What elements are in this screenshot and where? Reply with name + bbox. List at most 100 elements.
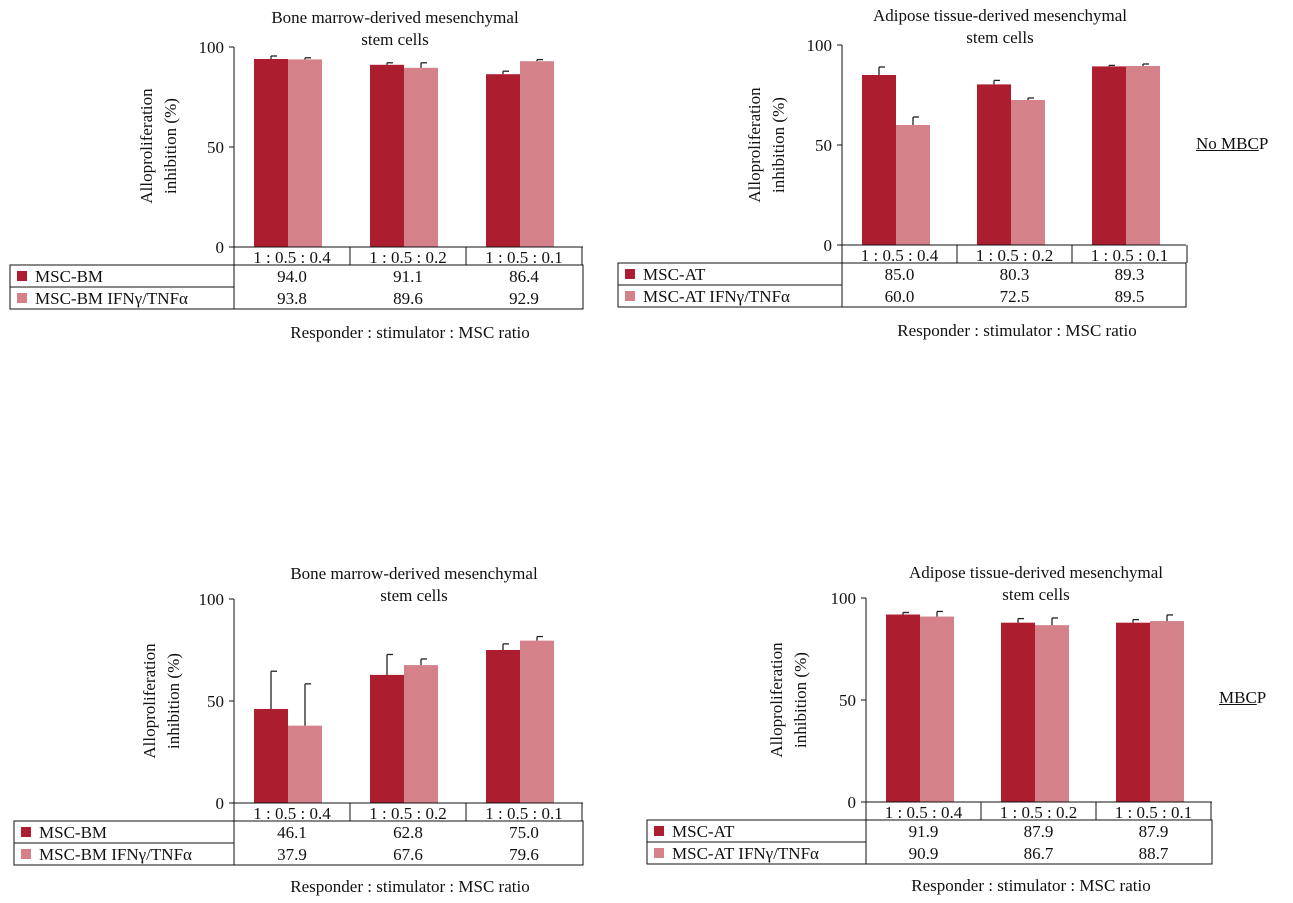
- bar: [1035, 625, 1069, 802]
- chart-panel-4: Adipose tissue-derived mesenchymal stem c…: [646, 563, 1213, 895]
- bar: [486, 650, 520, 803]
- data-label: 46.1: [277, 823, 307, 842]
- y-tick-label: 50: [207, 138, 224, 157]
- bar: [370, 674, 404, 803]
- bar: [254, 708, 288, 803]
- chart-title: stem cells: [1002, 585, 1070, 604]
- chart-panel-2: Adipose tissue-derived mesenchymal stem c…: [617, 6, 1188, 340]
- legend-swatch: [625, 269, 635, 279]
- bar: [1150, 621, 1184, 802]
- condition-label-mbcp: MBCP: [1219, 688, 1266, 708]
- bar: [896, 125, 930, 245]
- x-tick-label: 1 : 0.5 : 0.4: [885, 803, 963, 822]
- legend-label: MSC-AT: [672, 822, 735, 841]
- legend-swatch: [625, 291, 635, 301]
- legend-label: MSC-AT IFNγ/TNFα: [672, 844, 819, 863]
- x-tick-label: 1 : 0.5 : 0.1: [1115, 803, 1192, 822]
- data-label: 72.5: [1000, 287, 1030, 306]
- x-axis-label: Responder : stimulator : MSC ratio: [290, 877, 529, 896]
- legend-label: MSC-BM: [39, 823, 107, 842]
- y-axis-label: inhibition (%): [161, 98, 180, 194]
- y-tick-label: 50: [207, 692, 224, 711]
- bar: [404, 67, 438, 247]
- condition-label-rest: P: [1256, 688, 1267, 707]
- y-axis-label: Alloproliferation: [137, 88, 156, 204]
- chart-title: stem cells: [361, 30, 429, 49]
- x-axis-label: Responder : stimulator : MSC ratio: [897, 321, 1136, 340]
- data-label: 94.0: [277, 267, 307, 286]
- data-label: 79.6: [509, 845, 539, 864]
- x-tick-label: 1 : 0.5 : 0.4: [253, 804, 331, 823]
- chart-title: Adipose tissue-derived mesenchymal: [873, 6, 1127, 25]
- data-label: 87.9: [1024, 822, 1054, 841]
- data-label: 80.3: [1000, 265, 1030, 284]
- data-label: 89.3: [1115, 265, 1145, 284]
- data-label: 92.9: [509, 289, 539, 308]
- bar: [404, 665, 438, 803]
- y-axis-label: Alloproliferation: [745, 87, 764, 203]
- y-tick-label: 100: [199, 590, 225, 609]
- legend-swatch: [654, 826, 664, 836]
- legend-swatch: [17, 293, 27, 303]
- y-tick-label: 0: [216, 794, 225, 813]
- data-label: 91.1: [393, 267, 423, 286]
- x-tick-label: 1 : 0.5 : 0.2: [1000, 803, 1077, 822]
- chart-title: Bone marrow-derived mesenchymal: [271, 8, 519, 27]
- y-axis-label: inhibition (%): [164, 653, 183, 749]
- data-label: 67.6: [393, 845, 423, 864]
- y-axis-label: inhibition (%): [791, 652, 810, 748]
- x-tick-label: 1 : 0.5 : 0.2: [369, 248, 446, 267]
- y-tick-label: 0: [216, 238, 225, 257]
- bar: [520, 61, 554, 248]
- chart-title: stem cells: [380, 586, 448, 605]
- bar: [288, 725, 322, 803]
- chart-title: stem cells: [966, 28, 1034, 47]
- bar: [520, 640, 554, 803]
- x-tick-label: 1 : 0.5 : 0.4: [253, 248, 331, 267]
- x-tick-label: 1 : 0.5 : 0.4: [861, 246, 939, 265]
- legend-label: MSC-AT: [643, 265, 706, 284]
- bar: [1126, 66, 1160, 245]
- bar: [886, 614, 920, 802]
- legend-swatch: [21, 827, 31, 837]
- bar: [254, 59, 288, 247]
- legend-swatch: [21, 849, 31, 859]
- x-tick-label: 1 : 0.5 : 0.1: [485, 804, 562, 823]
- data-label: 91.9: [909, 822, 939, 841]
- data-label: 86.4: [509, 267, 539, 286]
- data-label: 60.0: [885, 287, 915, 306]
- condition-label-no-mbcp: No MBCP: [1196, 134, 1268, 154]
- bar: [288, 59, 322, 248]
- chart-title: Adipose tissue-derived mesenchymal: [909, 563, 1163, 582]
- x-tick-label: 1 : 0.5 : 0.2: [976, 246, 1053, 265]
- y-tick-label: 100: [831, 589, 857, 608]
- y-axis-label: inhibition (%): [769, 97, 788, 193]
- data-label: 86.7: [1024, 844, 1054, 863]
- legend-label: MSC-BM: [35, 267, 103, 286]
- condition-label-rest: P: [1258, 134, 1269, 153]
- data-label: 89.5: [1115, 287, 1145, 306]
- bar: [486, 74, 520, 247]
- bar: [1001, 622, 1035, 802]
- condition-label-underlined: No MBC: [1196, 134, 1259, 153]
- chart-title: Bone marrow-derived mesenchymal: [290, 564, 538, 583]
- data-label: 87.9: [1139, 822, 1169, 841]
- y-tick-label: 0: [848, 793, 857, 812]
- data-label: 93.8: [277, 289, 307, 308]
- data-label: 62.8: [393, 823, 423, 842]
- data-label: 90.9: [909, 844, 939, 863]
- legend-swatch: [17, 271, 27, 281]
- y-tick-label: 50: [839, 691, 856, 710]
- bar: [920, 616, 954, 802]
- y-tick-label: 100: [807, 36, 833, 55]
- bar: [1011, 100, 1045, 245]
- bar: [862, 75, 896, 245]
- data-label: 89.6: [393, 289, 423, 308]
- x-tick-label: 1 : 0.5 : 0.1: [485, 248, 562, 267]
- data-label: 88.7: [1139, 844, 1169, 863]
- condition-label-underlined: MBC: [1219, 688, 1257, 707]
- chart-panel-3: Bone marrow-derived mesenchymal stem cell…: [13, 564, 584, 896]
- bar: [1092, 66, 1126, 246]
- x-tick-label: 1 : 0.5 : 0.1: [1091, 246, 1168, 265]
